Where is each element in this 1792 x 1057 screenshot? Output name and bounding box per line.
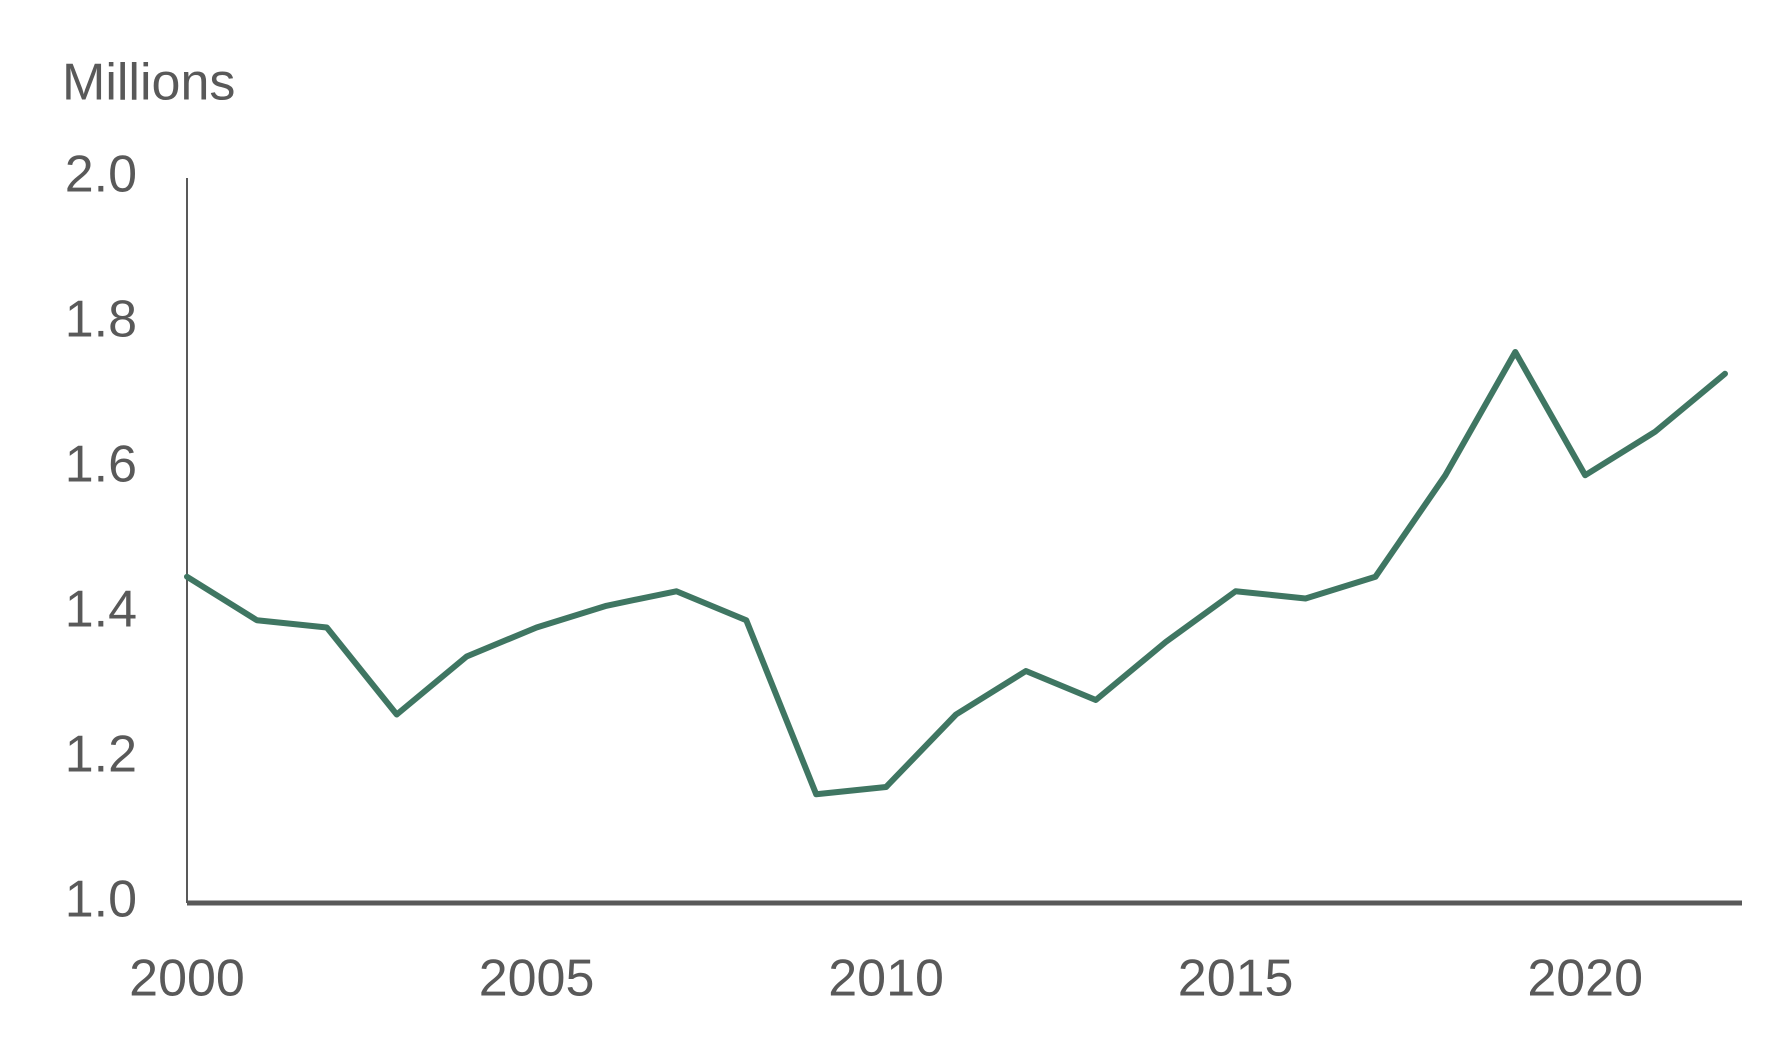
y-tick-label: 1.0 bbox=[65, 871, 137, 929]
y-axis-label: Millions bbox=[62, 54, 235, 112]
x-tick-label: 2015 bbox=[1178, 950, 1294, 1008]
y-tick-label: 1.8 bbox=[65, 291, 137, 349]
x-tick-label: 2000 bbox=[129, 950, 245, 1008]
y-tick-label: 1.6 bbox=[65, 436, 137, 494]
y-tick-label: 1.2 bbox=[65, 726, 137, 784]
data-line bbox=[184, 349, 1728, 798]
y-tick-label: 2.0 bbox=[65, 146, 137, 204]
x-tick-label: 2020 bbox=[1527, 950, 1643, 1008]
y-tick-label: 1.4 bbox=[65, 581, 137, 639]
x-tick-label: 2005 bbox=[479, 950, 595, 1008]
x-tick-label: 2010 bbox=[828, 950, 944, 1008]
